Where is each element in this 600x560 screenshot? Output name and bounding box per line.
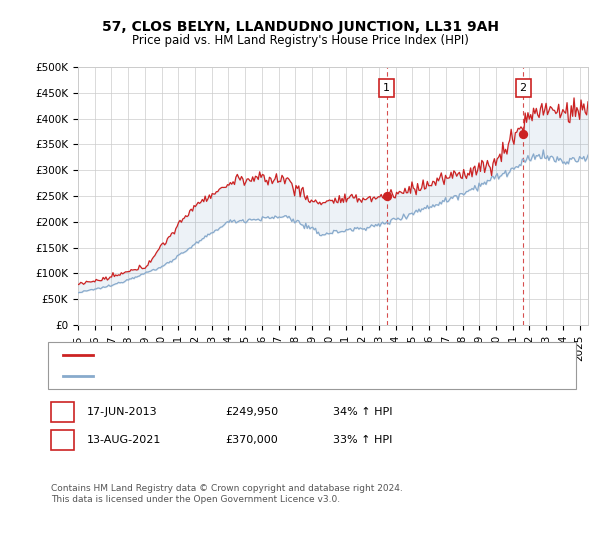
Text: 57, CLOS BELYN, LLANDUDNO JUNCTION, LL31 9AH (detached house): 57, CLOS BELYN, LLANDUDNO JUNCTION, LL31… xyxy=(99,350,486,360)
Text: HPI: Average price, detached house, Conwy: HPI: Average price, detached house, Conw… xyxy=(99,371,343,381)
Text: 1: 1 xyxy=(383,83,390,93)
Text: £249,950: £249,950 xyxy=(225,407,278,417)
Text: Contains HM Land Registry data © Crown copyright and database right 2024.
This d: Contains HM Land Registry data © Crown c… xyxy=(51,484,403,504)
Text: £370,000: £370,000 xyxy=(225,435,278,445)
Text: 2: 2 xyxy=(520,83,527,93)
Text: 57, CLOS BELYN, LLANDUDNO JUNCTION, LL31 9AH: 57, CLOS BELYN, LLANDUDNO JUNCTION, LL31… xyxy=(101,20,499,34)
Text: 13-AUG-2021: 13-AUG-2021 xyxy=(87,435,161,445)
Text: 34% ↑ HPI: 34% ↑ HPI xyxy=(333,407,392,417)
Point xyxy=(518,130,528,139)
Text: 1: 1 xyxy=(59,405,66,418)
Text: 17-JUN-2013: 17-JUN-2013 xyxy=(87,407,158,417)
Text: 2: 2 xyxy=(59,433,66,446)
Text: 33% ↑ HPI: 33% ↑ HPI xyxy=(333,435,392,445)
Text: Price paid vs. HM Land Registry's House Price Index (HPI): Price paid vs. HM Land Registry's House … xyxy=(131,34,469,46)
Point xyxy=(382,192,391,200)
